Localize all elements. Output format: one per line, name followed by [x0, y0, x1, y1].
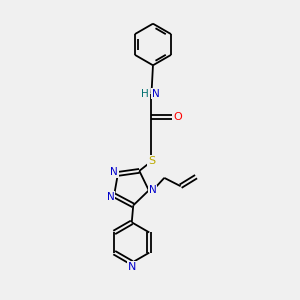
- Text: N: N: [107, 192, 114, 202]
- Text: N: N: [110, 167, 118, 177]
- Text: N: N: [148, 185, 156, 195]
- Text: N: N: [152, 88, 160, 98]
- Text: S: S: [148, 156, 155, 166]
- Text: N: N: [128, 262, 136, 272]
- Text: H: H: [141, 88, 149, 98]
- Text: O: O: [174, 112, 183, 122]
